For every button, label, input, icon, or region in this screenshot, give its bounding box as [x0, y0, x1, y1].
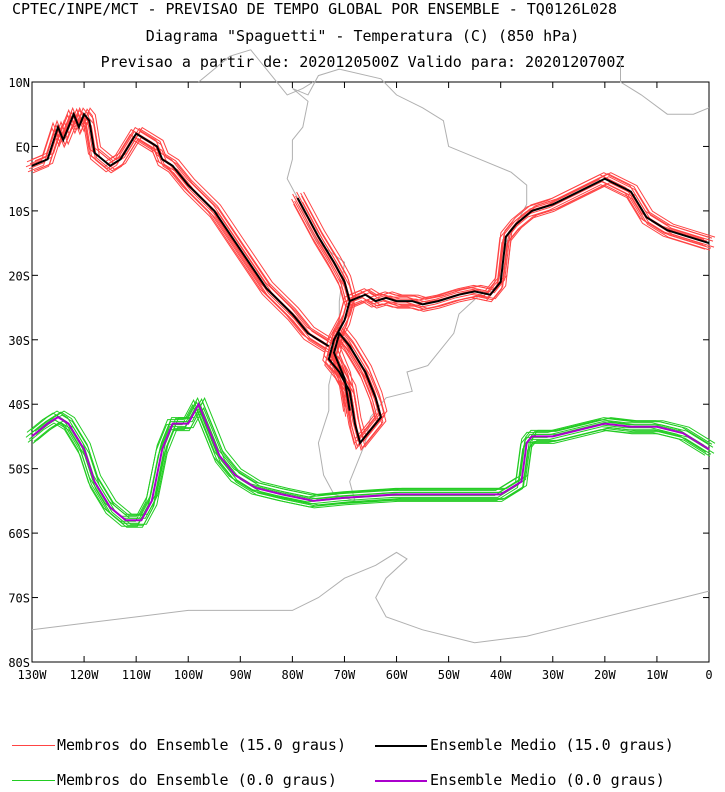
x-tick-label: 100W: [174, 668, 204, 682]
mean-line-0deg-3: [31, 401, 710, 522]
member-line-15deg-1-11: [295, 195, 380, 442]
y-tick-label: 40S: [8, 398, 30, 412]
spaghetti-map-chart: 130W 120W 110W 100W 90W 80W 70W 60W 50W 40W 30W 20W…: [8, 49, 716, 682]
member-line-15deg-1-8: [291, 198, 376, 445]
y-tick-label: 80S: [8, 656, 30, 670]
member-line-15deg-2-4: [353, 176, 714, 303]
coastline-layer: [31, 49, 710, 644]
member-line-15deg-2-10: [355, 172, 716, 299]
mean-line-15deg-2: [349, 177, 710, 306]
x-tick-label: 10W: [646, 668, 668, 682]
member-line-15deg-0-5: [36, 116, 335, 351]
member-line-15deg-0-2: [30, 106, 329, 341]
y-tick-label: 10N: [8, 76, 30, 90]
x-tick-label: 130W: [18, 668, 48, 682]
member-line-15deg-2-8: [343, 179, 704, 306]
x-tick-label: 60W: [386, 668, 408, 682]
x-tick-label: 0: [705, 668, 712, 682]
legend-swatch-mean-15: [375, 745, 427, 747]
member-line-15deg-2-9: [350, 185, 711, 312]
member-line-15deg-1-6: [293, 203, 378, 450]
legend-swatch-member-0: [12, 780, 55, 781]
legend-label-member-0: Membros do Ensemble (0.0 graus): [57, 771, 337, 789]
y-tick-label: 20S: [8, 269, 30, 283]
x-tick-label: 40W: [490, 668, 512, 682]
y-tick-label: 50S: [8, 463, 30, 477]
member-line-0deg-3-9: [32, 410, 711, 528]
x-tick-label: 120W: [70, 668, 100, 682]
y-tick-label: EQ: [16, 140, 30, 154]
x-tick-label: 30W: [542, 668, 564, 682]
chart-title-line-3: Previsao a partir de: 2020120500Z Valido…: [100, 53, 625, 71]
coastline-south-america: [286, 68, 528, 502]
coastline-antarctica: [31, 551, 710, 644]
x-tick-label: 50W: [438, 668, 460, 682]
member-line-15deg-2-2: [348, 172, 709, 299]
x-tick-label: 70W: [334, 668, 356, 682]
mean-line-15deg-0: [31, 111, 330, 348]
x-tick-label: 110W: [122, 668, 152, 682]
x-tick-label: 20W: [594, 668, 616, 682]
member-line-15deg-0-10: [37, 106, 336, 341]
member-line-15deg-0-6: [27, 118, 326, 353]
legend-label-mean-0: Ensemble Medio (0.0 graus): [430, 771, 665, 789]
member-line-15deg-0-3: [33, 117, 332, 352]
member-line-15deg-2-5: [354, 182, 715, 309]
mean-line-15deg-1: [296, 197, 382, 446]
ensemble-members-layer: [25, 106, 716, 528]
legend-label-member-15: Membros do Ensemble (15.0 graus): [57, 736, 346, 754]
member-line-15deg-0-7: [34, 107, 333, 342]
legend-swatch-mean-0: [375, 780, 427, 782]
coastline-africa: [620, 56, 710, 115]
member-line-15deg-2-0: [344, 174, 705, 301]
y-tick-label: 70S: [8, 592, 30, 606]
member-line-15deg-2-11: [347, 176, 708, 303]
member-line-0deg-3-10: [37, 397, 716, 515]
axis-ticks-layer: 130W 120W 110W 100W 90W 80W 70W 60W 50W 40W 30W 20W…: [8, 76, 712, 682]
plot-frame: [31, 81, 710, 663]
coastline-central-america: [198, 49, 314, 96]
member-line-15deg-2-3: [351, 183, 712, 310]
member-line-15deg-1-7: [300, 192, 385, 439]
x-tick-label: 90W: [229, 668, 251, 682]
member-line-15deg-0-1: [28, 115, 327, 350]
member-line-15deg-0-9: [32, 119, 331, 354]
chart-title-line-2: Diagrama "Spaguetti" - Temperatura (C) (…: [145, 27, 580, 45]
x-tick-label: 80W: [282, 668, 304, 682]
y-tick-label: 30S: [8, 334, 30, 348]
member-line-15deg-1-1: [294, 200, 379, 447]
member-line-0deg-3-6: [27, 409, 706, 527]
member-line-15deg-1-10: [303, 191, 388, 438]
member-line-15deg-0-8: [25, 113, 324, 348]
y-tick-label: 10S: [8, 205, 30, 219]
y-tick-label: 60S: [8, 527, 30, 541]
member-line-15deg-2-6: [345, 184, 706, 311]
chart-title-line-1: CPTEC/INPE/MCT - PREVISAO DE TEMPO GLOBA…: [12, 0, 618, 18]
ensemble-mean-layer: [31, 111, 710, 522]
member-line-15deg-2-7: [352, 173, 713, 300]
legend-label-mean-15: Ensemble Medio (15.0 graus): [430, 736, 674, 754]
legend-swatch-member-15: [12, 745, 55, 746]
